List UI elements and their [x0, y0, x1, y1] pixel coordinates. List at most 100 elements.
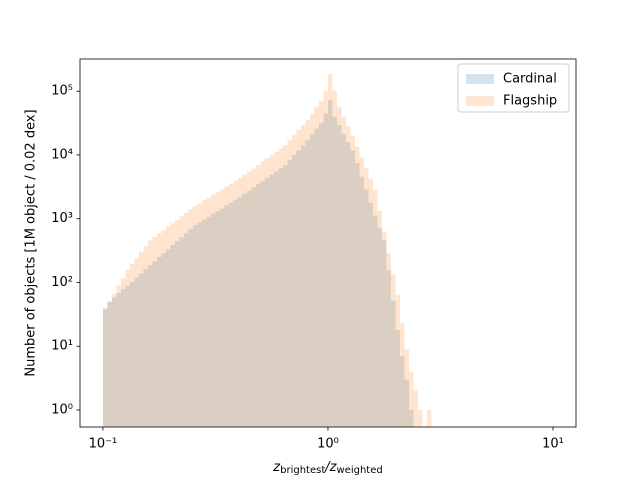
histogram-bar	[368, 202, 373, 427]
histogram-bar	[210, 213, 216, 427]
histogram-bar	[102, 309, 108, 427]
x-label-subscript: brightest	[280, 465, 325, 476]
histogram-bar	[129, 263, 135, 427]
histogram-bar	[255, 165, 261, 427]
histogram-bar	[224, 186, 229, 427]
histogram-bar	[305, 140, 310, 427]
histogram-bar	[237, 197, 243, 427]
histogram-bar	[152, 261, 157, 427]
histogram-bar	[255, 184, 261, 427]
histogram-bar	[269, 154, 274, 427]
histogram-bar	[278, 148, 283, 427]
histogram-bar	[116, 293, 121, 427]
histogram-bar	[134, 258, 139, 427]
histogram-bar	[197, 203, 202, 427]
y-tick-label: 10¹	[51, 339, 73, 354]
histogram-bar	[381, 240, 387, 427]
histogram-bar	[116, 285, 121, 427]
histogram-bar	[314, 107, 319, 428]
x-label-text: z	[272, 460, 281, 475]
histogram-bar	[296, 130, 301, 428]
histogram-bar	[174, 240, 180, 427]
histogram-bar	[399, 356, 405, 427]
histogram-bar	[363, 168, 369, 427]
histogram-bar	[390, 274, 396, 427]
histogram-bar	[125, 269, 130, 427]
histogram-bar	[206, 216, 211, 427]
x-tick-label: 10¹	[542, 437, 564, 452]
y-tick-label: 10⁰	[51, 402, 73, 417]
histogram-bar	[408, 409, 414, 427]
histogram-bar	[413, 390, 418, 427]
legend-swatch	[466, 74, 494, 84]
histogram-bar	[341, 133, 346, 427]
histogram-bar	[102, 307, 108, 427]
histogram-bar	[336, 124, 342, 427]
histogram-bar	[120, 289, 126, 427]
histogram-bar	[336, 107, 342, 428]
histogram-bar	[300, 145, 306, 427]
histogram-bar	[386, 253, 391, 427]
histogram-bar	[183, 212, 189, 427]
histogram-bar	[165, 249, 171, 427]
histogram-bar	[327, 100, 333, 428]
x-label-text: /z	[324, 460, 337, 475]
legend-label: Flagship	[503, 94, 557, 109]
histogram-bar	[332, 116, 337, 428]
histogram-bar	[309, 134, 315, 428]
histogram-bar	[345, 126, 351, 428]
histogram-bar	[165, 226, 171, 427]
histogram-bar	[368, 179, 373, 427]
histogram-bar	[305, 119, 310, 427]
histogram-bar	[273, 151, 279, 427]
legend-label: Cardinal	[503, 72, 557, 87]
histogram-bar	[318, 123, 324, 428]
histogram-bar	[183, 233, 189, 427]
y-axis-label: Number of objects [1M object / 0.02 dex]	[24, 109, 39, 376]
histogram-bar	[300, 124, 306, 427]
histogram-bar	[377, 211, 382, 427]
histogram-bar	[143, 269, 148, 427]
x-tick-label: 10⁰	[317, 437, 339, 452]
histogram-bar	[314, 128, 319, 427]
histogram-bar	[287, 140, 292, 427]
histogram-bar	[152, 237, 157, 427]
histogram-bar	[296, 150, 301, 427]
histogram-bar	[354, 146, 360, 427]
histogram-bar	[129, 281, 135, 427]
histogram-bar	[242, 174, 247, 427]
histogram-bar	[408, 371, 414, 427]
y-tick-label: 10⁵	[51, 84, 73, 99]
x-tick-label: 10⁻¹	[89, 437, 118, 452]
histogram-bar	[417, 409, 423, 427]
histogram-bar	[242, 193, 247, 427]
histogram-bar	[404, 349, 409, 427]
histogram-bar	[390, 300, 396, 427]
histogram-bar	[170, 244, 175, 427]
histogram-bar	[260, 161, 265, 427]
legend-swatch	[466, 96, 494, 106]
histogram-bar	[363, 189, 369, 427]
histogram-bar	[201, 219, 207, 427]
histogram-bar	[332, 91, 337, 428]
histogram-bar	[246, 171, 252, 427]
histogram-bar	[350, 135, 355, 427]
histogram-bar	[426, 409, 432, 427]
histogram-bar	[161, 230, 166, 427]
histogram-bar	[156, 233, 162, 427]
histogram-bar	[395, 329, 400, 427]
histogram-bar	[359, 176, 364, 427]
histogram-bar	[107, 301, 112, 427]
histogram-bar	[215, 191, 220, 427]
histogram-bar	[395, 295, 400, 427]
histogram-bar	[323, 91, 328, 428]
histogram-bar	[260, 181, 265, 427]
histogram-bar	[251, 168, 256, 427]
histogram-bar	[354, 163, 360, 427]
histogram-bar	[111, 293, 117, 427]
histogram-bar	[282, 165, 288, 427]
histogram-bar	[291, 135, 297, 428]
histogram-bar	[219, 189, 225, 427]
histogram-bar	[269, 174, 274, 427]
histogram-bar	[147, 265, 153, 427]
